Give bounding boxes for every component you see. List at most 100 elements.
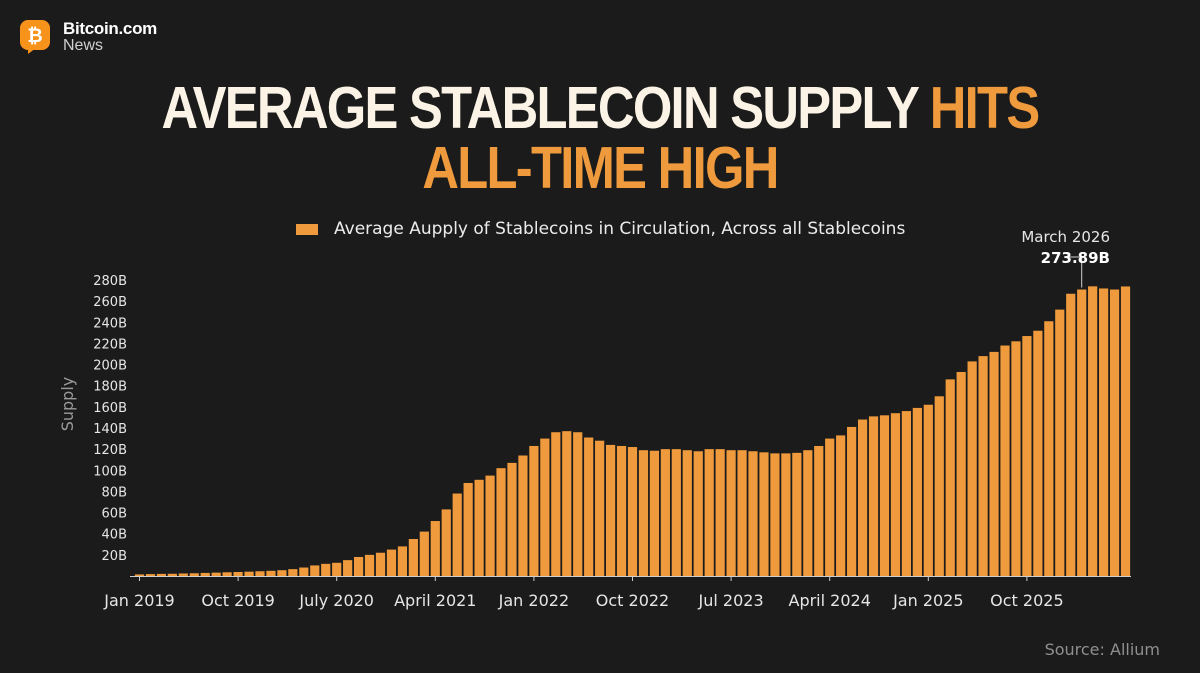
- x-tick-label: Jan 2022: [498, 591, 569, 610]
- x-tick-label: April 2024: [789, 591, 871, 610]
- bar: [792, 452, 802, 576]
- bar: [825, 438, 835, 576]
- bitcoin-logo-icon: ₿: [20, 20, 50, 54]
- bar: [310, 565, 320, 576]
- bar: [989, 351, 999, 576]
- y-tick-label: 100B: [93, 464, 127, 479]
- bar: [759, 452, 769, 576]
- bar: [1109, 289, 1120, 576]
- bar: [441, 509, 451, 576]
- y-axis-label: Supply: [58, 377, 77, 432]
- bar: [934, 396, 944, 576]
- y-tick-label: 220B: [93, 337, 127, 352]
- bar: [1044, 321, 1054, 576]
- bar: [857, 419, 868, 576]
- x-tick-label: Oct 2019: [201, 591, 274, 610]
- bar: [748, 451, 758, 576]
- bar: [868, 416, 879, 576]
- bar: [156, 573, 166, 576]
- bar: [879, 415, 890, 576]
- bar: [354, 556, 364, 576]
- bar: [584, 437, 594, 576]
- bar: [299, 567, 309, 576]
- bar: [649, 450, 660, 576]
- bar: [288, 569, 298, 576]
- bar: [627, 447, 638, 576]
- bar: [145, 574, 156, 576]
- bar: [364, 554, 375, 576]
- bar: [452, 493, 462, 576]
- bar: [408, 539, 418, 576]
- bar: [605, 444, 616, 576]
- bar: [266, 570, 276, 576]
- bar: [134, 574, 145, 576]
- bar: [321, 563, 331, 576]
- bar: [255, 571, 265, 576]
- bar: [397, 546, 408, 576]
- bar: [189, 573, 199, 576]
- brand-sub: News: [63, 37, 104, 54]
- bar: [211, 572, 221, 576]
- x-tick-label: Jan 2025: [892, 591, 963, 610]
- bar: [956, 371, 966, 576]
- bar: [496, 468, 506, 576]
- title-line1-white: AVERAGE STABLECOIN SUPPLY: [161, 75, 920, 141]
- bar: [671, 449, 681, 576]
- bar: [595, 440, 605, 576]
- bar: [901, 411, 911, 576]
- bar: [167, 573, 177, 576]
- bar: [485, 475, 495, 576]
- annotation-leader-line: [1065, 256, 1083, 288]
- bar: [244, 571, 254, 576]
- bar: [1033, 330, 1043, 576]
- source-note: Source: Allium: [1044, 640, 1160, 659]
- annotation-value-label: 273.89B: [1041, 249, 1110, 267]
- bar: [474, 479, 484, 576]
- bar: [912, 407, 922, 576]
- y-tick-label: 260B: [93, 295, 127, 310]
- bar: [682, 450, 692, 576]
- bar: [923, 404, 933, 576]
- bar: [386, 549, 397, 576]
- bar: [704, 449, 714, 576]
- bar: [847, 426, 857, 576]
- y-tick-label: 120B: [93, 443, 127, 458]
- bar: [978, 356, 988, 576]
- brand-name: Bitcoin.com: [63, 19, 157, 38]
- bar: [715, 449, 725, 576]
- y-tick-label: 80B: [102, 485, 127, 500]
- bar: [529, 445, 539, 576]
- bar: [551, 432, 561, 576]
- bar: [890, 413, 901, 576]
- legend-label: Average Aupply of Stablecoins in Circula…: [334, 219, 906, 239]
- y-tick-label: 140B: [93, 422, 127, 437]
- x-tick-label: July 2020: [298, 591, 374, 610]
- bar: [967, 361, 977, 576]
- y-tick-label: 240B: [93, 316, 127, 331]
- bar: [616, 445, 627, 576]
- bar: [1120, 286, 1131, 576]
- bar: [200, 572, 210, 576]
- x-tick-label: Oct 2025: [990, 591, 1063, 610]
- legend-swatch: [296, 223, 318, 235]
- bar: [1022, 336, 1032, 576]
- bar: [375, 552, 386, 576]
- title-line2-orange: ALL-TIME HIGH: [422, 135, 779, 201]
- bar: [836, 435, 846, 576]
- y-tick-label: 60B: [102, 507, 127, 522]
- page-title: AVERAGE STABLECOIN SUPPLY HITS ALL-TIME …: [84, 78, 1116, 198]
- bar: [507, 462, 517, 576]
- bar: [419, 531, 429, 576]
- bar: [803, 450, 813, 576]
- title-line1-orange: HITS: [929, 75, 1040, 141]
- bar: [222, 572, 232, 576]
- bar: [332, 562, 342, 576]
- bar: [518, 455, 528, 576]
- bar: [1077, 289, 1087, 576]
- bar: [343, 560, 353, 576]
- chart-legend: Average Aupply of Stablecoins in Circula…: [296, 219, 905, 239]
- bar: [233, 571, 243, 576]
- y-tick-label: 20B: [102, 549, 127, 564]
- x-tick-label: Oct 2022: [596, 591, 669, 610]
